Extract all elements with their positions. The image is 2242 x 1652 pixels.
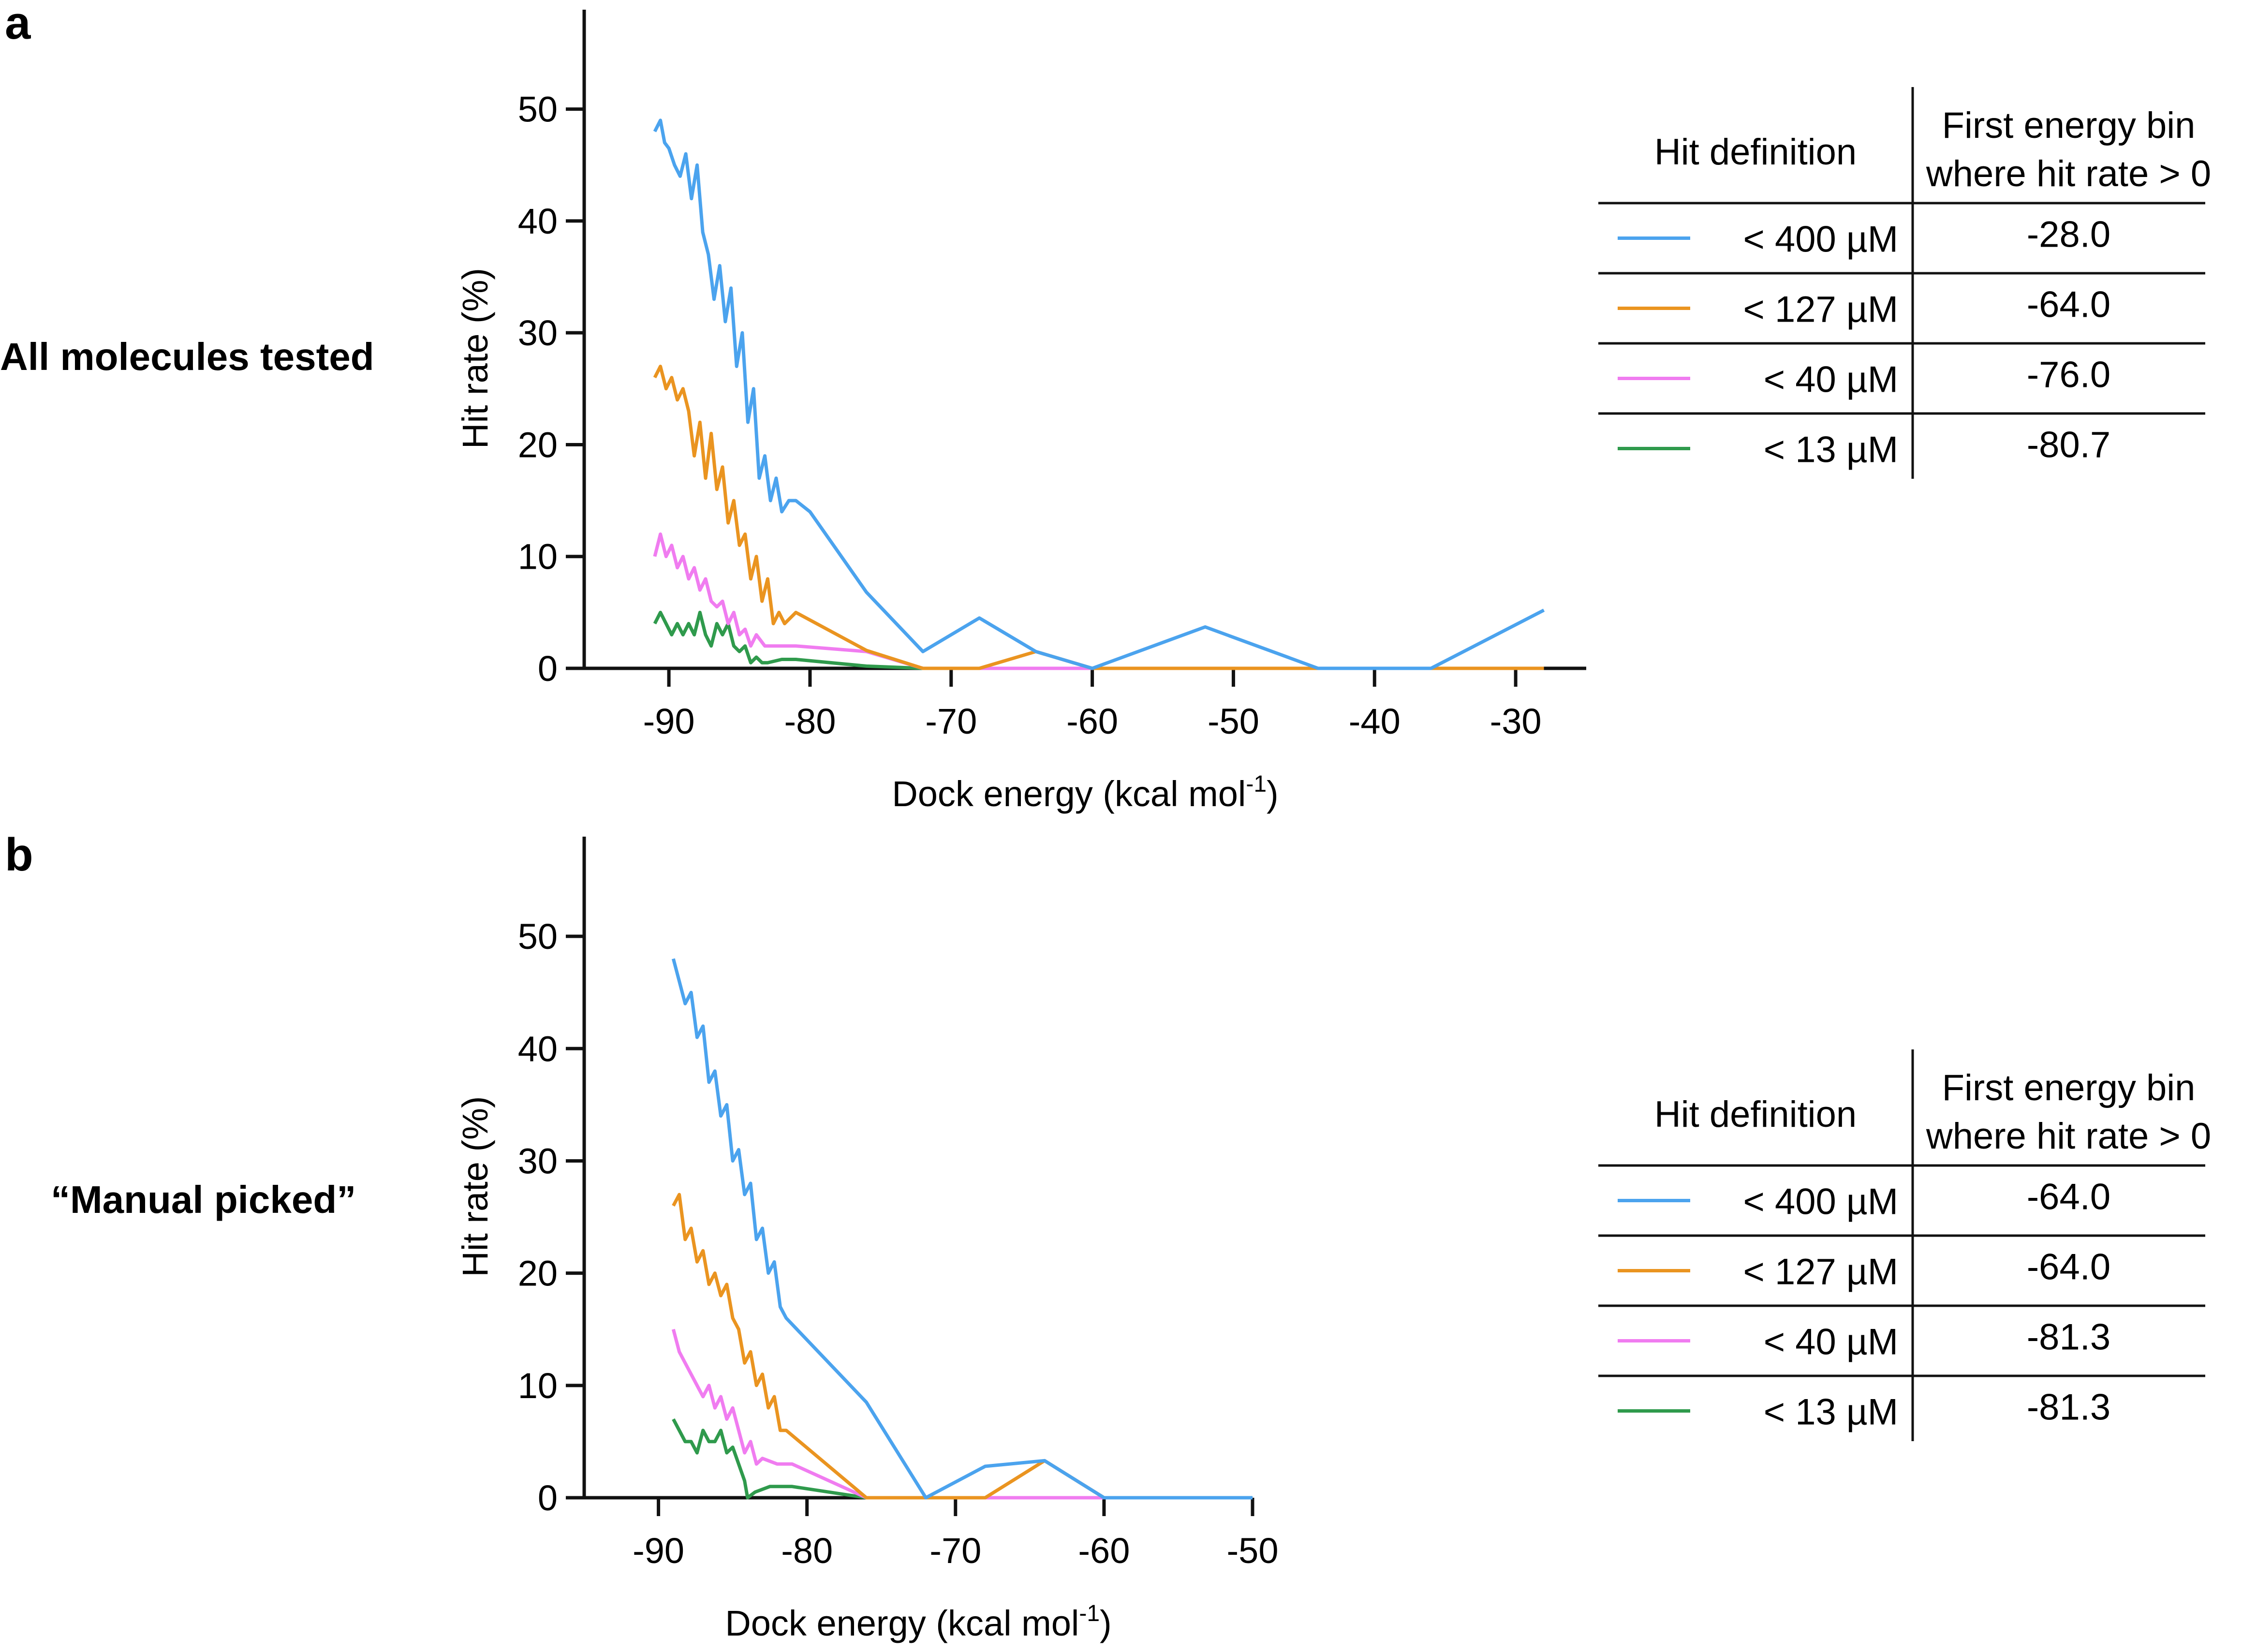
x-axis-title: Dock energy (kcal mol-1) (892, 771, 1278, 814)
x-axis-title-close: ) (1100, 1603, 1112, 1643)
table-row-value: -64.0 (2027, 284, 2110, 325)
x-tick-label: -70 (929, 1531, 981, 1571)
panel-b: b “Manual picked” 0 10 20 30 40 50 -90 -80 -70 -6… (5, 829, 2211, 1643)
panel-a: a All molecules tested 0 10 20 30 40 50 -90 -80… (0, 0, 2211, 814)
table-row-value: -81.3 (2027, 1387, 2110, 1428)
series-line-40um (653, 532, 1544, 670)
x-tick-label: -50 (1208, 701, 1259, 741)
y-tick-label: 50 (518, 916, 558, 957)
table-row-label: < 40 µM (1764, 1322, 1898, 1363)
table-header-first-energy-bin: First energy bin (1942, 1067, 2196, 1108)
table-header-where-hit-rate: where hit rate > 0 (1926, 153, 2211, 194)
y-tick-label: 10 (518, 537, 558, 577)
y-tick-label: 50 (518, 89, 558, 130)
x-tick-label: -60 (1066, 701, 1118, 741)
table-row-label: < 13 µM (1764, 1392, 1898, 1433)
y-axis-title: Hit rate (%) (455, 1096, 495, 1277)
series-line-127um (653, 365, 1544, 670)
table-header-where-hit-rate: where hit rate > 0 (1926, 1116, 2211, 1157)
chart-a: 0 10 20 30 40 50 -90 -80 -70 -60 -50 -40 -30 Dock ene… (455, 10, 1586, 814)
table-row-value: -64.0 (2027, 1247, 2110, 1288)
y-tick-label: 40 (518, 201, 558, 241)
table-header-first-energy-bin: First energy bin (1942, 105, 2196, 146)
y-axis-title: Hit rate (%) (455, 268, 495, 449)
panel-letter-b: b (5, 829, 33, 881)
series-line-13um (672, 1418, 1253, 1500)
table-header-hit-definition: Hit definition (1654, 132, 1857, 173)
row-label-a: All molecules tested (0, 335, 374, 378)
table-row-label: < 400 µM (1743, 1181, 1898, 1223)
table-row-label: < 127 µM (1743, 1252, 1898, 1293)
panel-letter-a: a (5, 0, 31, 49)
table-row-value: -80.7 (2027, 425, 2110, 466)
series-line-127um (672, 1193, 1253, 1500)
table-header-hit-definition: Hit definition (1654, 1094, 1857, 1135)
y-tick-label: 20 (518, 425, 558, 465)
x-tick-label: -50 (1227, 1531, 1279, 1571)
table-row-label: < 40 µM (1764, 359, 1898, 400)
table-row-value: -76.0 (2027, 354, 2110, 396)
table-row-value: -64.0 (2027, 1177, 2110, 1218)
table-row-label: < 400 µM (1743, 219, 1898, 260)
y-tick-label: 10 (518, 1366, 558, 1406)
series-line-400um (671, 958, 1253, 1500)
x-axis-title-close: ) (1267, 774, 1279, 814)
x-tick-label: -90 (643, 701, 695, 741)
x-axis-title-main: Dock energy (kcal mol (892, 774, 1246, 814)
series-line-40um (671, 1328, 1253, 1500)
x-axis-title-main: Dock energy (kcal mol (725, 1603, 1079, 1643)
y-tick-label: 20 (518, 1254, 558, 1294)
x-tick-label: -80 (784, 701, 836, 741)
table-row-label: < 127 µM (1743, 289, 1898, 330)
series-line-400um (653, 118, 1545, 670)
x-tick-label: -80 (781, 1531, 833, 1571)
hit-table-a: Hit definition First energy bin where hit … (1598, 87, 2211, 479)
y-tick-label: 40 (518, 1029, 558, 1069)
x-tick-label: -40 (1349, 701, 1401, 741)
x-tick-label: -60 (1078, 1531, 1130, 1571)
y-tick-label: 0 (538, 649, 558, 689)
x-tick-label: -30 (1490, 701, 1542, 741)
y-tick-label: 30 (518, 313, 558, 353)
y-tick-label: 0 (538, 1478, 558, 1518)
row-label-b: “Manual picked” (51, 1178, 356, 1221)
x-axis-title-superscript: -1 (1079, 1601, 1100, 1626)
chart-b: 0 10 20 30 40 50 -90 -80 -70 -60 -50 Dock energy (k… (455, 837, 1278, 1643)
x-axis-title-superscript: -1 (1246, 771, 1267, 797)
table-row-label: < 13 µM (1764, 429, 1898, 471)
x-tick-label: -70 (925, 701, 977, 741)
table-row-value: -28.0 (2027, 214, 2110, 255)
x-tick-label: -90 (633, 1531, 684, 1571)
y-tick-label: 30 (518, 1141, 558, 1181)
table-row-value: -81.3 (2027, 1317, 2110, 1358)
x-axis-title: Dock energy (kcal mol-1) (725, 1601, 1111, 1643)
hit-table-b: Hit definition First energy bin where hit … (1598, 1049, 2211, 1441)
